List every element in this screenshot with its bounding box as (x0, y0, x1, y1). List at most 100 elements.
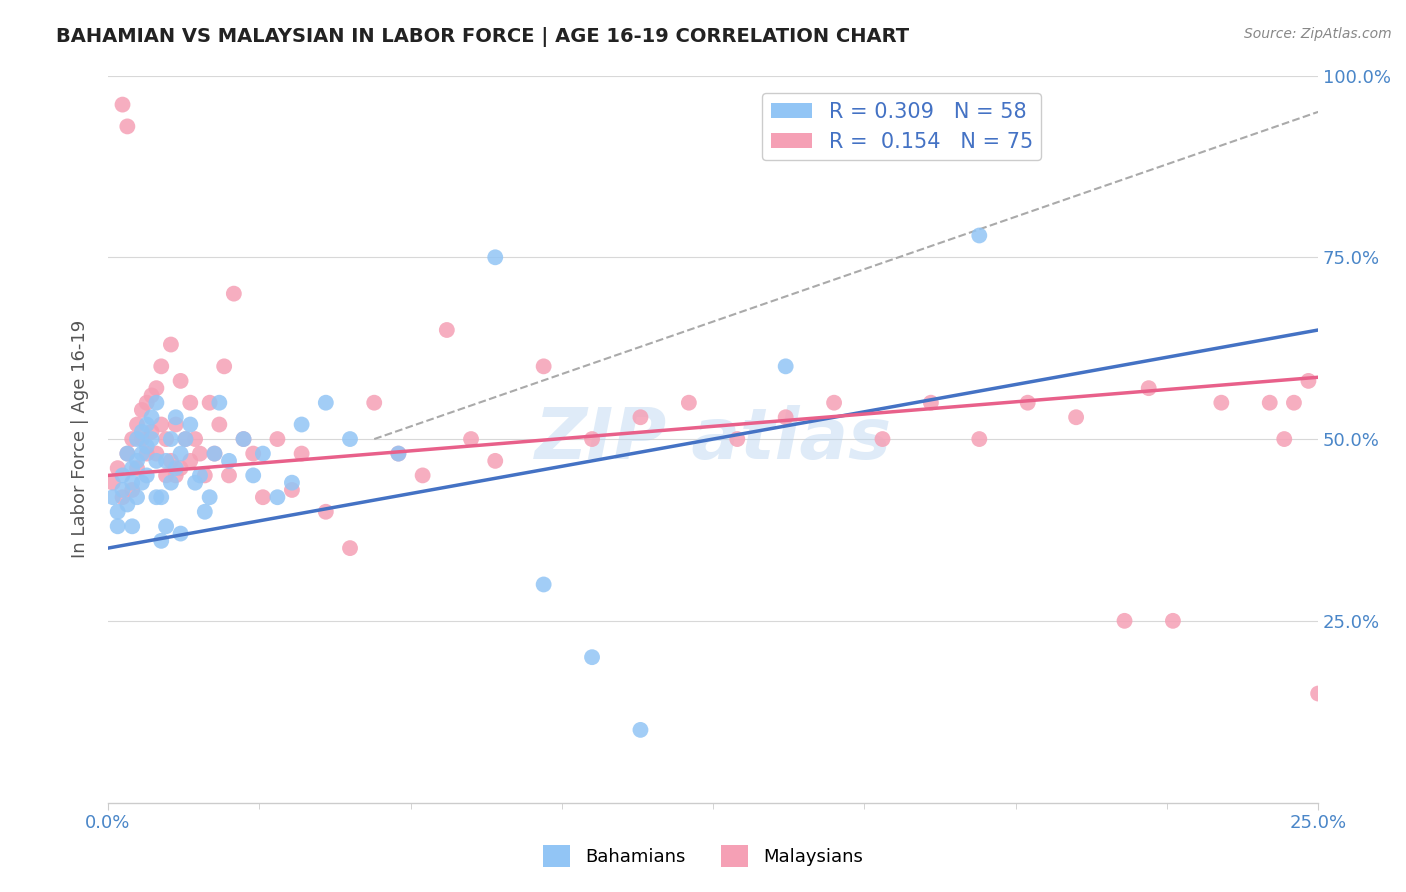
Point (131, 403, 153, 417)
Point (533, 577, 555, 591)
Point (1282, 395, 1305, 409)
Point (387, 447, 409, 461)
Point (150, 417, 173, 432)
Point (315, 505, 337, 519)
Point (1298, 374, 1320, 388)
Point (198, 490, 221, 504)
Point (160, 475, 183, 490)
Y-axis label: In Labor Force | Age 16-19: In Labor Force | Age 16-19 (72, 320, 89, 558)
Point (125, 432, 148, 446)
Point (165, 410, 187, 425)
Point (1272, 432, 1295, 446)
Point (484, 250, 506, 264)
Point (252, 490, 274, 504)
Point (141, 388, 163, 402)
Point (169, 461, 191, 475)
Point (630, 410, 652, 425)
Text: Source: ZipAtlas.com: Source: ZipAtlas.com (1244, 27, 1392, 41)
Point (218, 454, 240, 468)
Point (135, 439, 157, 453)
Point (484, 454, 506, 468)
Point (212, 359, 235, 374)
Point (121, 483, 143, 497)
Point (281, 475, 304, 490)
Point (131, 425, 153, 439)
Point (131, 432, 153, 446)
Point (872, 432, 894, 446)
Point (165, 461, 187, 475)
Point (107, 519, 129, 533)
Point (775, 359, 797, 374)
Point (725, 432, 748, 446)
Point (160, 337, 183, 351)
Point (252, 447, 274, 461)
Point (1258, 395, 1281, 409)
Point (412, 468, 434, 483)
Point (141, 432, 163, 446)
Point (145, 454, 167, 468)
Point (969, 228, 991, 243)
Point (174, 432, 197, 446)
Point (117, 120, 139, 134)
Point (117, 498, 139, 512)
Point (169, 526, 191, 541)
Point (204, 447, 226, 461)
Point (107, 461, 129, 475)
Point (179, 395, 201, 409)
Point (291, 417, 314, 432)
Point (145, 447, 167, 461)
Point (165, 468, 187, 483)
Point (125, 461, 148, 475)
Point (1308, 687, 1330, 701)
Point (150, 490, 173, 504)
Point (184, 432, 207, 446)
Point (150, 533, 173, 548)
Point (145, 381, 167, 395)
Point (145, 490, 167, 504)
Point (125, 417, 148, 432)
Point (160, 454, 183, 468)
Point (117, 447, 139, 461)
Point (339, 541, 361, 555)
Point (188, 468, 211, 483)
Point (135, 395, 157, 409)
Point (155, 519, 177, 533)
Point (363, 395, 385, 409)
Point (150, 359, 173, 374)
Legend: Bahamians, Malaysians: Bahamians, Malaysians (536, 838, 870, 874)
Point (174, 432, 197, 446)
Point (111, 483, 134, 497)
Point (121, 475, 143, 490)
Point (222, 286, 245, 301)
Point (188, 447, 211, 461)
Point (145, 395, 167, 409)
Point (131, 475, 153, 490)
Point (155, 468, 177, 483)
Point (121, 519, 143, 533)
Point (208, 417, 231, 432)
Point (1064, 410, 1087, 425)
Point (266, 490, 288, 504)
Point (179, 417, 201, 432)
Point (101, 475, 124, 490)
Legend: R = 0.309   N = 58, R =  0.154   N = 75: R = 0.309 N = 58, R = 0.154 N = 75 (762, 93, 1042, 161)
Point (1211, 395, 1233, 409)
Point (169, 447, 191, 461)
Point (242, 447, 264, 461)
Point (775, 410, 797, 425)
Point (135, 447, 157, 461)
Point (969, 432, 991, 446)
Point (101, 490, 124, 504)
Point (581, 432, 603, 446)
Point (315, 395, 337, 409)
Point (111, 97, 134, 112)
Point (194, 468, 217, 483)
Point (232, 432, 254, 446)
Point (125, 454, 148, 468)
Point (920, 395, 942, 409)
Point (387, 447, 409, 461)
Point (232, 432, 254, 446)
Point (107, 505, 129, 519)
Point (169, 374, 191, 388)
Point (823, 395, 845, 409)
